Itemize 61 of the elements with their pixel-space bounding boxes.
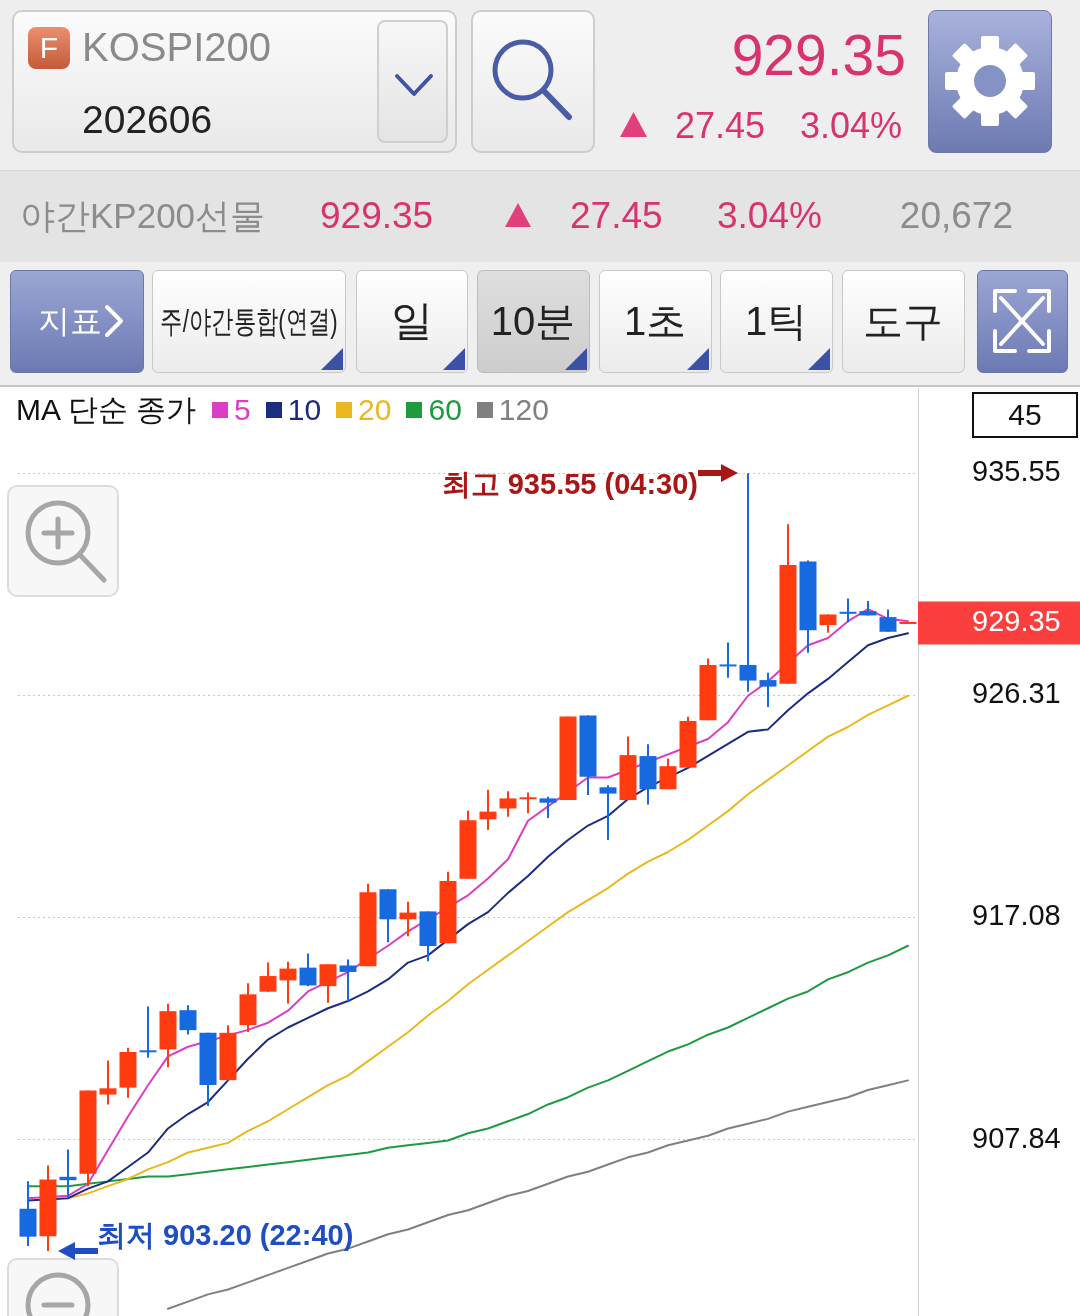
y-tick-label: 917.08 (972, 899, 1061, 932)
text: 3.04% (799, 103, 902, 147)
text: 주/야간통합(연결) (160, 302, 338, 340)
text: F (39, 30, 59, 66)
y-tick-label: 935.55 (972, 455, 1061, 488)
candlestick (499, 790, 517, 818)
annotation: 최저 903.20 (22:40) (97, 1219, 354, 1252)
candlestick (839, 597, 857, 624)
candlestick (319, 963, 337, 1004)
text: 45 (1008, 397, 1042, 433)
legend-label: 120 (498, 392, 549, 428)
candlestick (99, 1059, 117, 1106)
chart-title: KOSPI200 (82, 24, 272, 71)
tools-button[interactable] (842, 270, 965, 373)
y-tick-label: 907.84 (972, 1121, 1061, 1154)
candlestick (299, 952, 317, 988)
text: 지표 (38, 302, 102, 340)
candlestick (539, 795, 557, 820)
candlestick (879, 608, 897, 633)
candlestick (819, 613, 837, 634)
search-button[interactable] (471, 10, 595, 153)
candlestick (259, 961, 277, 993)
interval-button[interactable] (477, 270, 590, 373)
text: 20,672 (899, 194, 1013, 238)
text: 야간KP200선물 (20, 195, 266, 237)
text: 1초 (623, 298, 687, 345)
y-tick-label: 926.31 (972, 677, 1061, 710)
text: 1틱 (744, 298, 808, 345)
candlestick (759, 671, 777, 709)
text: 일 (391, 296, 433, 346)
text: 929.35 (320, 194, 434, 238)
candlestick (279, 960, 297, 1005)
legend-label: 10 (287, 392, 322, 428)
interval-button[interactable] (356, 270, 468, 373)
candlestick (339, 958, 357, 1003)
session-button[interactable] (152, 270, 346, 373)
text: 929.35 (972, 605, 1061, 638)
candlestick (479, 788, 497, 832)
candlestick (659, 757, 677, 791)
legend-label: 5 (234, 392, 251, 428)
interval-button[interactable] (599, 270, 712, 373)
annotation: 최고 935.55 (04:30) (441, 468, 698, 501)
legend-label: 20 (358, 392, 392, 428)
text: 929.35 (731, 22, 906, 89)
candlestick (719, 641, 737, 679)
legend-title: MA 단순 종가 (16, 392, 197, 428)
legend-label: 60 (428, 392, 462, 428)
candlestick (179, 1004, 197, 1036)
text: 27.45 (675, 103, 766, 147)
candlestick (139, 1005, 157, 1059)
text: 10분 (490, 298, 576, 345)
candlestick (599, 784, 617, 841)
indicator-button[interactable] (10, 270, 144, 373)
chart-subtitle: 202606 (82, 96, 213, 143)
text: 3.04% (717, 194, 822, 238)
dropdown-button[interactable] (377, 20, 448, 143)
candlestick (739, 472, 757, 693)
interval-button[interactable] (720, 270, 833, 373)
text: 도구 (863, 298, 943, 345)
candlestick (519, 791, 537, 815)
text: 27.45 (570, 194, 663, 238)
